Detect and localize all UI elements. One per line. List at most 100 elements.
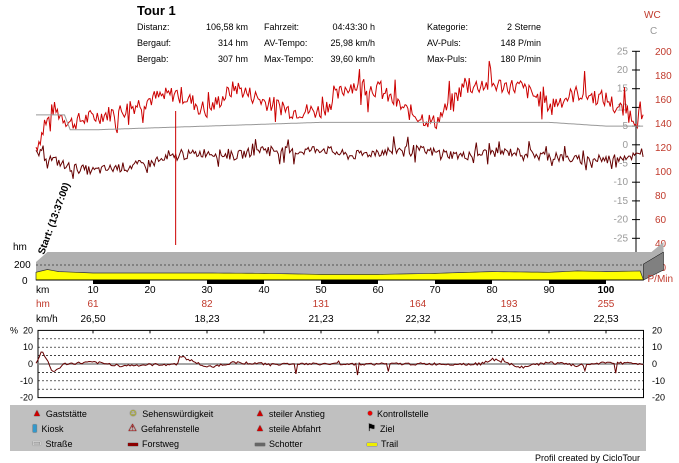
legend-label: Sehenswürdigkeit [142,408,214,419]
stat-value: 180 P/min [500,54,541,64]
gradient-tick-label: 0 [28,359,33,369]
legend-label: Gefahrenstelle [140,423,200,434]
stat-value: 106,58 km [205,22,248,32]
elevation-backdrop [36,242,664,280]
stat-label: AV-Tempo: [264,38,308,48]
forest-road-icon: ▬ [128,438,138,449]
legend-label: Forstweg [142,438,180,449]
legend-item: ▲ steiler Anstieg [255,408,325,419]
segment-hm: 255 [598,299,615,310]
gradient-tick-label-right: -10 [652,376,665,386]
hm-tick-label: 0 [22,276,28,287]
hm-axis-label: hm [13,242,27,253]
pulse-tick-label: 180 [655,71,672,82]
stat-label: Distanz: [137,22,170,32]
legend-item: ▬ Forstweg [128,438,179,449]
legend-label: Kiosk [41,423,64,434]
segment-hm: 131 [313,299,330,310]
km-tick-label: 80 [486,285,498,296]
pulse-tick-label: 80 [655,191,667,202]
wc-label: WC [644,10,661,21]
finish-flag-icon: ⚑ [367,423,376,434]
gradient-tick-label: 10 [23,342,33,352]
km-tick-label: 20 [144,285,156,296]
segment-speed: 18,23 [194,314,219,325]
km-bar-segment [549,280,606,284]
footer-credit: Profil created by CicloTour [535,453,641,463]
segment-speed: 23,15 [497,314,522,325]
house-icon: ▲ [32,408,42,419]
temp-tick-label: -10 [614,177,629,188]
km-tick-label: 90 [543,285,555,296]
stat-value: 314 hm [217,38,248,48]
segment-hm: 82 [201,299,213,310]
gradient-unit-label: % [10,325,18,335]
speed-row-label: km/h [36,314,58,325]
stat-value: 25,98 km/h [330,38,375,48]
pulse-tick-label: 100 [655,167,672,178]
legend-item: ▭ Straße [32,438,72,449]
legend-item: ▬ Schotter [255,438,303,449]
kiosk-icon: ▮ [32,423,38,434]
elevation-fill [35,269,645,281]
km-tick-label: 50 [315,285,327,296]
legend-label: Ziel [379,423,395,434]
gradient-tick-label-right: 20 [652,325,662,335]
stat-label: Max-Tempo: [264,54,314,64]
stat-label: Kategorie: [427,22,469,32]
km-tick-label: 30 [201,285,213,296]
stat-label: Max-Puls: [427,54,468,64]
hm-tick-label: 200 [14,260,31,271]
series-tempo [35,136,644,179]
km-tick-label: 60 [372,285,384,296]
segment-speed: 22,53 [593,314,618,325]
pulse-axis-label: P/Min [648,274,674,285]
temp-tick-label: -5 [619,159,628,170]
legend-item: ▮ Kiosk [32,423,64,434]
temp-tick-label: 5 [622,121,628,132]
trail-icon: ▬ [367,438,377,449]
gradient-tick-label-right: 0 [652,359,657,369]
km-tick-label: 100 [598,285,615,296]
temp-tick-label: 15 [617,84,629,95]
legend-item: ⚠ Gefahrenstelle [128,423,200,434]
stat-value: 307 hm [217,54,248,64]
legend-item: ☺ Sehenswürdigkeit [128,408,213,419]
gradient-tick-label: -10 [20,376,33,386]
temp-tick-label: -25 [614,233,629,244]
km-label: km [36,285,49,296]
gradient-tick-label-right: 10 [652,342,662,352]
steep-climb-icon: ▲ [255,408,265,419]
segment-speed: 22,32 [405,314,430,325]
legend-item: ▲ Gaststätte [32,408,87,419]
stat-label: Bergauf: [137,38,172,48]
smiley-icon: ☺ [128,408,139,419]
segment-speed: 26,50 [80,314,105,325]
legend-label: steiler Anstieg [268,408,325,419]
temp-tick-label: 0 [622,140,628,151]
legend-label: Trail [381,438,399,449]
road-icon: ▭ [32,438,42,449]
start-label: Start: (13:37:00) [36,181,72,256]
series-temperatur [36,114,644,131]
gradient-tick-label: -20 [20,393,33,403]
segment-hm: 61 [87,299,99,310]
km-tick-label: 70 [429,285,441,296]
legend-item: ⚑ Ziel [367,423,394,434]
legend: ▲ Gaststätte ☺ Sehenswürdigkeit ▲ steiler Ans… [10,405,646,451]
pulse-tick-label: 60 [655,215,667,226]
km-tick-label: 40 [258,285,270,296]
legend-item: ● Kontrollstelle [367,408,429,419]
stat-value: 04:43:30 h [332,22,375,32]
temp-tick-label: 10 [617,102,629,113]
gravel-icon: ▬ [255,438,265,449]
tour-title: Tour 1 [137,3,176,18]
gradient-tick-label: 20 [23,325,33,335]
gradient-tick-label-right: -20 [652,393,665,403]
series-gradient [35,351,644,376]
pulse-tick-label: 200 [655,47,672,58]
legend-label: Schotter [269,438,303,449]
stop-icon: ● [367,408,374,419]
legend-label: Kontrollstelle [377,408,429,419]
temp-tick-label: 20 [617,65,629,76]
